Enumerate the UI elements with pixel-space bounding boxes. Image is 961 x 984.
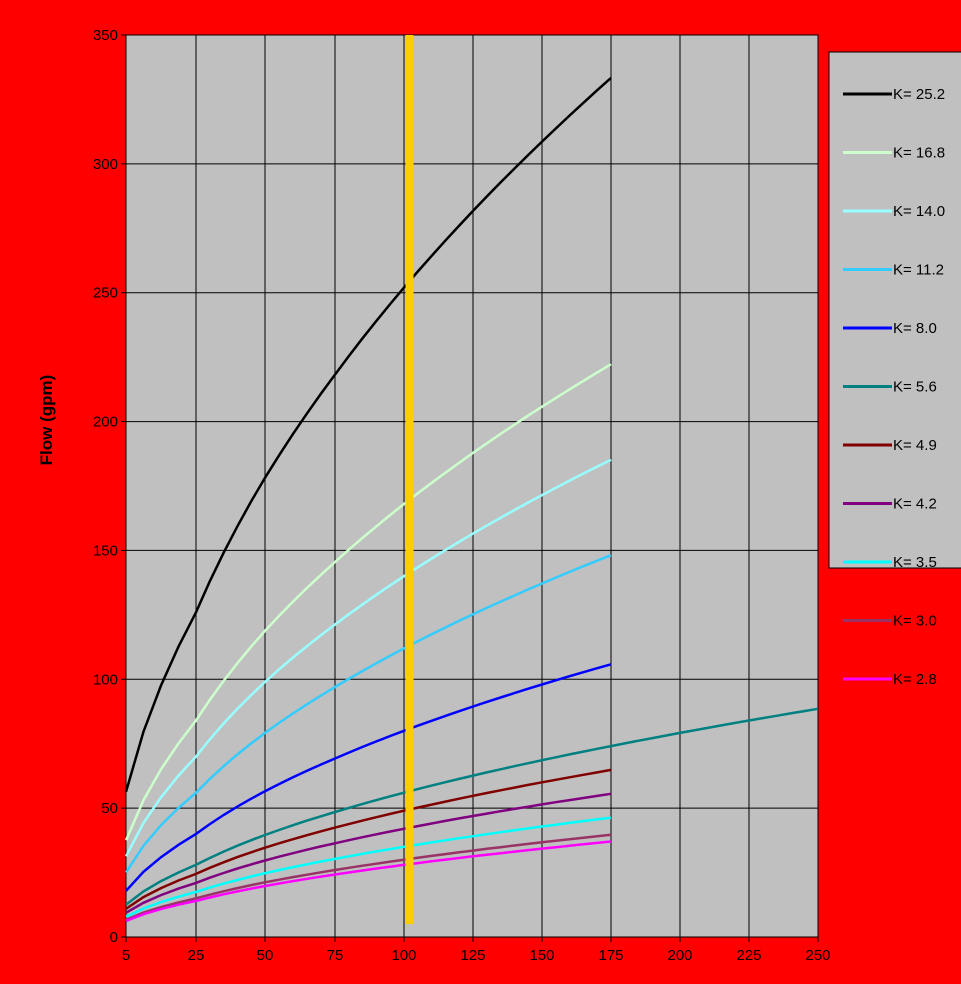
plot-border bbox=[125, 34, 819, 938]
legend-entry: K= 8.0 bbox=[893, 320, 937, 337]
legend-entry: K= 11.2 bbox=[893, 262, 944, 279]
y-tick-label: 350 bbox=[93, 27, 118, 44]
legend-entry: K= 4.9 bbox=[893, 437, 937, 454]
y-tick-label: 300 bbox=[93, 156, 118, 173]
series-line bbox=[125, 663, 612, 892]
y-tick-labels: 0 50 100 150 200 250 300 350 bbox=[93, 27, 118, 946]
series-lines bbox=[124, 76, 819, 923]
plot-area bbox=[126, 35, 818, 937]
legend-entry: K= 5.6 bbox=[893, 379, 937, 396]
x-tick-label: 75 bbox=[327, 947, 344, 964]
x-tick-label: 100 bbox=[391, 947, 416, 964]
x-tick-label: 5 bbox=[122, 947, 130, 964]
series-line bbox=[125, 833, 612, 921]
y-tick-label: 250 bbox=[93, 285, 118, 302]
series-line bbox=[125, 816, 612, 918]
series-line bbox=[124, 363, 612, 841]
x-tick-label: 150 bbox=[529, 947, 554, 964]
legend-entry: K= 3.0 bbox=[893, 613, 937, 630]
x-tick-label: 125 bbox=[460, 947, 485, 964]
legend-entry: K= 25.2 bbox=[893, 86, 945, 103]
legend-box bbox=[828, 51, 961, 569]
series-line bbox=[125, 707, 819, 906]
x-tick-label: 175 bbox=[598, 947, 623, 964]
y-axis-title: Flow (gpm) bbox=[37, 375, 56, 466]
series-line bbox=[124, 554, 612, 874]
x-tick-label: 50 bbox=[257, 947, 274, 964]
plot-area-fill bbox=[126, 35, 818, 937]
x-tick-label: 200 bbox=[667, 947, 692, 964]
legend-entry: K= 3.5 bbox=[893, 554, 937, 571]
y-tick-label: 50 bbox=[101, 800, 118, 817]
y-tick-label: 0 bbox=[110, 929, 118, 946]
legend-entry: K= 16.8 bbox=[893, 145, 945, 162]
x-tick-label: 225 bbox=[736, 947, 761, 964]
legend: K= 25.2 K= 16.8 K= 14.0 K= 11.2 K= 8.0 K= 5.6… bbox=[828, 51, 961, 688]
x-tick-labels: 5 25 50 75 100 125 150 175 200 225 250 bbox=[122, 947, 831, 964]
series-line bbox=[124, 458, 612, 857]
legend-entry: K= 4.2 bbox=[893, 496, 937, 513]
grid-lines bbox=[121, 34, 819, 942]
x-tick-label: 25 bbox=[188, 947, 205, 964]
legend-entry: K= 2.8 bbox=[893, 671, 937, 688]
series-line bbox=[125, 768, 612, 910]
y-tick-label: 100 bbox=[93, 671, 118, 688]
series-line bbox=[125, 792, 612, 914]
legend-entry: K= 14.0 bbox=[893, 203, 945, 220]
y-tick-label: 200 bbox=[93, 414, 118, 431]
x-tick-label: 250 bbox=[805, 947, 830, 964]
series-line bbox=[124, 76, 612, 793]
y-tick-label: 150 bbox=[93, 542, 118, 559]
series-line bbox=[125, 840, 612, 923]
